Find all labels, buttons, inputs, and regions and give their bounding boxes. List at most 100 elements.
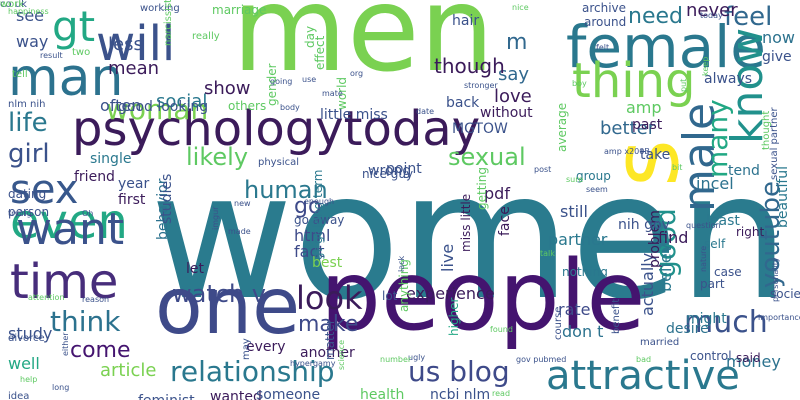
word-m: m bbox=[506, 30, 528, 55]
word-nice-guy: nice guy bbox=[362, 167, 414, 181]
word-studies: studies bbox=[159, 173, 175, 224]
word-find: find bbox=[658, 228, 689, 247]
word-co-uk: co uk bbox=[0, 0, 27, 10]
word-want: want bbox=[16, 204, 125, 255]
word-body: body bbox=[280, 103, 300, 112]
word-feminist: feminist bbox=[138, 394, 195, 400]
word-much: much bbox=[684, 305, 768, 340]
word-might: might bbox=[686, 311, 727, 327]
word-two: two bbox=[72, 47, 91, 58]
word-long: long bbox=[52, 383, 70, 392]
word-importance: importance bbox=[758, 313, 800, 322]
word-oh: Oh bbox=[82, 209, 94, 218]
word-incel: incel bbox=[696, 174, 734, 193]
word-relationship: relationship bbox=[170, 355, 335, 388]
word-female: female bbox=[566, 13, 766, 81]
word-one: one bbox=[155, 262, 301, 352]
word-sexual: sexual bbox=[448, 143, 526, 171]
word-watch-v: watch v bbox=[172, 280, 266, 308]
word-science: science bbox=[337, 339, 346, 370]
word-give: give bbox=[762, 49, 792, 65]
word-sex: sex bbox=[10, 167, 79, 213]
word-first: first bbox=[118, 192, 146, 208]
word-way: way bbox=[16, 32, 49, 51]
word-live: live bbox=[438, 243, 457, 272]
word-see: see bbox=[16, 6, 45, 25]
word-woman: woman bbox=[106, 93, 209, 126]
word-attractive: attractive bbox=[546, 353, 740, 399]
word-course: course bbox=[553, 306, 564, 340]
word-good-looking: good looking bbox=[118, 99, 209, 115]
word-hypergamy: hypergamy bbox=[290, 359, 336, 368]
word-gt-gt-long-term: gt gt long term bbox=[311, 169, 325, 261]
word-case: case bbox=[714, 265, 742, 279]
word-better: better bbox=[600, 118, 656, 139]
word-dating: dating bbox=[8, 187, 47, 201]
word-think: think bbox=[50, 305, 121, 338]
word-day: day bbox=[303, 25, 317, 48]
word-go-away: go away bbox=[294, 213, 345, 227]
word-number: number bbox=[380, 355, 412, 364]
word-man: man bbox=[8, 48, 124, 108]
word-person: person bbox=[8, 205, 50, 219]
word-us-blog: us blog bbox=[408, 355, 510, 388]
word-always: always bbox=[704, 71, 753, 87]
word-amp: amp bbox=[626, 98, 662, 117]
word-rate: rate bbox=[558, 300, 591, 319]
word-bit: bit bbox=[672, 163, 683, 172]
word-getting: getting bbox=[475, 167, 489, 210]
word-tell: tell bbox=[12, 69, 28, 80]
word-love: love bbox=[494, 86, 532, 107]
word-miss-little: miss little bbox=[459, 193, 473, 252]
word-money: money bbox=[726, 352, 781, 371]
word-past: past bbox=[632, 117, 663, 133]
word-attention: attention bbox=[28, 293, 65, 302]
word-lot: lot bbox=[382, 289, 398, 303]
word-keep: keep bbox=[701, 56, 710, 76]
word-personality: personality bbox=[771, 257, 780, 302]
word-partner: partner bbox=[548, 230, 608, 249]
word-post: post bbox=[534, 165, 552, 174]
word-mate: mate bbox=[322, 89, 343, 98]
word-either: either bbox=[61, 332, 70, 356]
word-come: come bbox=[70, 338, 131, 363]
word-face: face bbox=[497, 206, 513, 236]
word-today: today bbox=[700, 11, 723, 20]
word-felt: felt bbox=[596, 43, 610, 52]
word-boy: boy bbox=[572, 79, 587, 88]
word-reason: reason bbox=[82, 295, 110, 304]
word-health: health bbox=[360, 387, 405, 400]
word-nih-gov: nih gov bbox=[618, 217, 670, 233]
word-mean: mean bbox=[108, 58, 160, 79]
word-nothing: nothing bbox=[562, 265, 608, 279]
word-result: result bbox=[40, 51, 63, 60]
word-use: use bbox=[302, 75, 317, 84]
word-wanted: wanted bbox=[210, 389, 262, 400]
word-little-miss: little miss bbox=[320, 107, 388, 123]
word-read: read bbox=[492, 389, 511, 398]
word-pdf: pdf bbox=[484, 184, 510, 203]
word-around: around bbox=[584, 15, 627, 29]
word-point: point bbox=[386, 161, 422, 177]
word-let: let bbox=[186, 261, 204, 277]
word-likely: likely bbox=[186, 143, 249, 171]
word-nice: nice bbox=[512, 3, 529, 12]
word-self: self bbox=[704, 237, 726, 251]
word-well: well bbox=[8, 354, 40, 373]
word-really: really bbox=[192, 31, 220, 42]
word-narcissist: narcissist bbox=[163, 0, 174, 46]
word-nlm-nih: nlm nih bbox=[8, 99, 46, 110]
word-working: working bbox=[140, 3, 180, 14]
word-social: social bbox=[156, 91, 208, 112]
word-back: back bbox=[446, 95, 480, 111]
word-right: right bbox=[736, 225, 765, 239]
word-lack: lack bbox=[397, 255, 406, 272]
word-org: org bbox=[350, 69, 364, 78]
word-make: make bbox=[298, 312, 359, 337]
word-said: said bbox=[736, 351, 761, 365]
word-gov-pubmed: gov pubmed bbox=[516, 355, 567, 364]
word-tend: tend bbox=[728, 163, 760, 179]
word-gt: gt bbox=[52, 2, 96, 51]
word-html: html bbox=[294, 226, 331, 245]
